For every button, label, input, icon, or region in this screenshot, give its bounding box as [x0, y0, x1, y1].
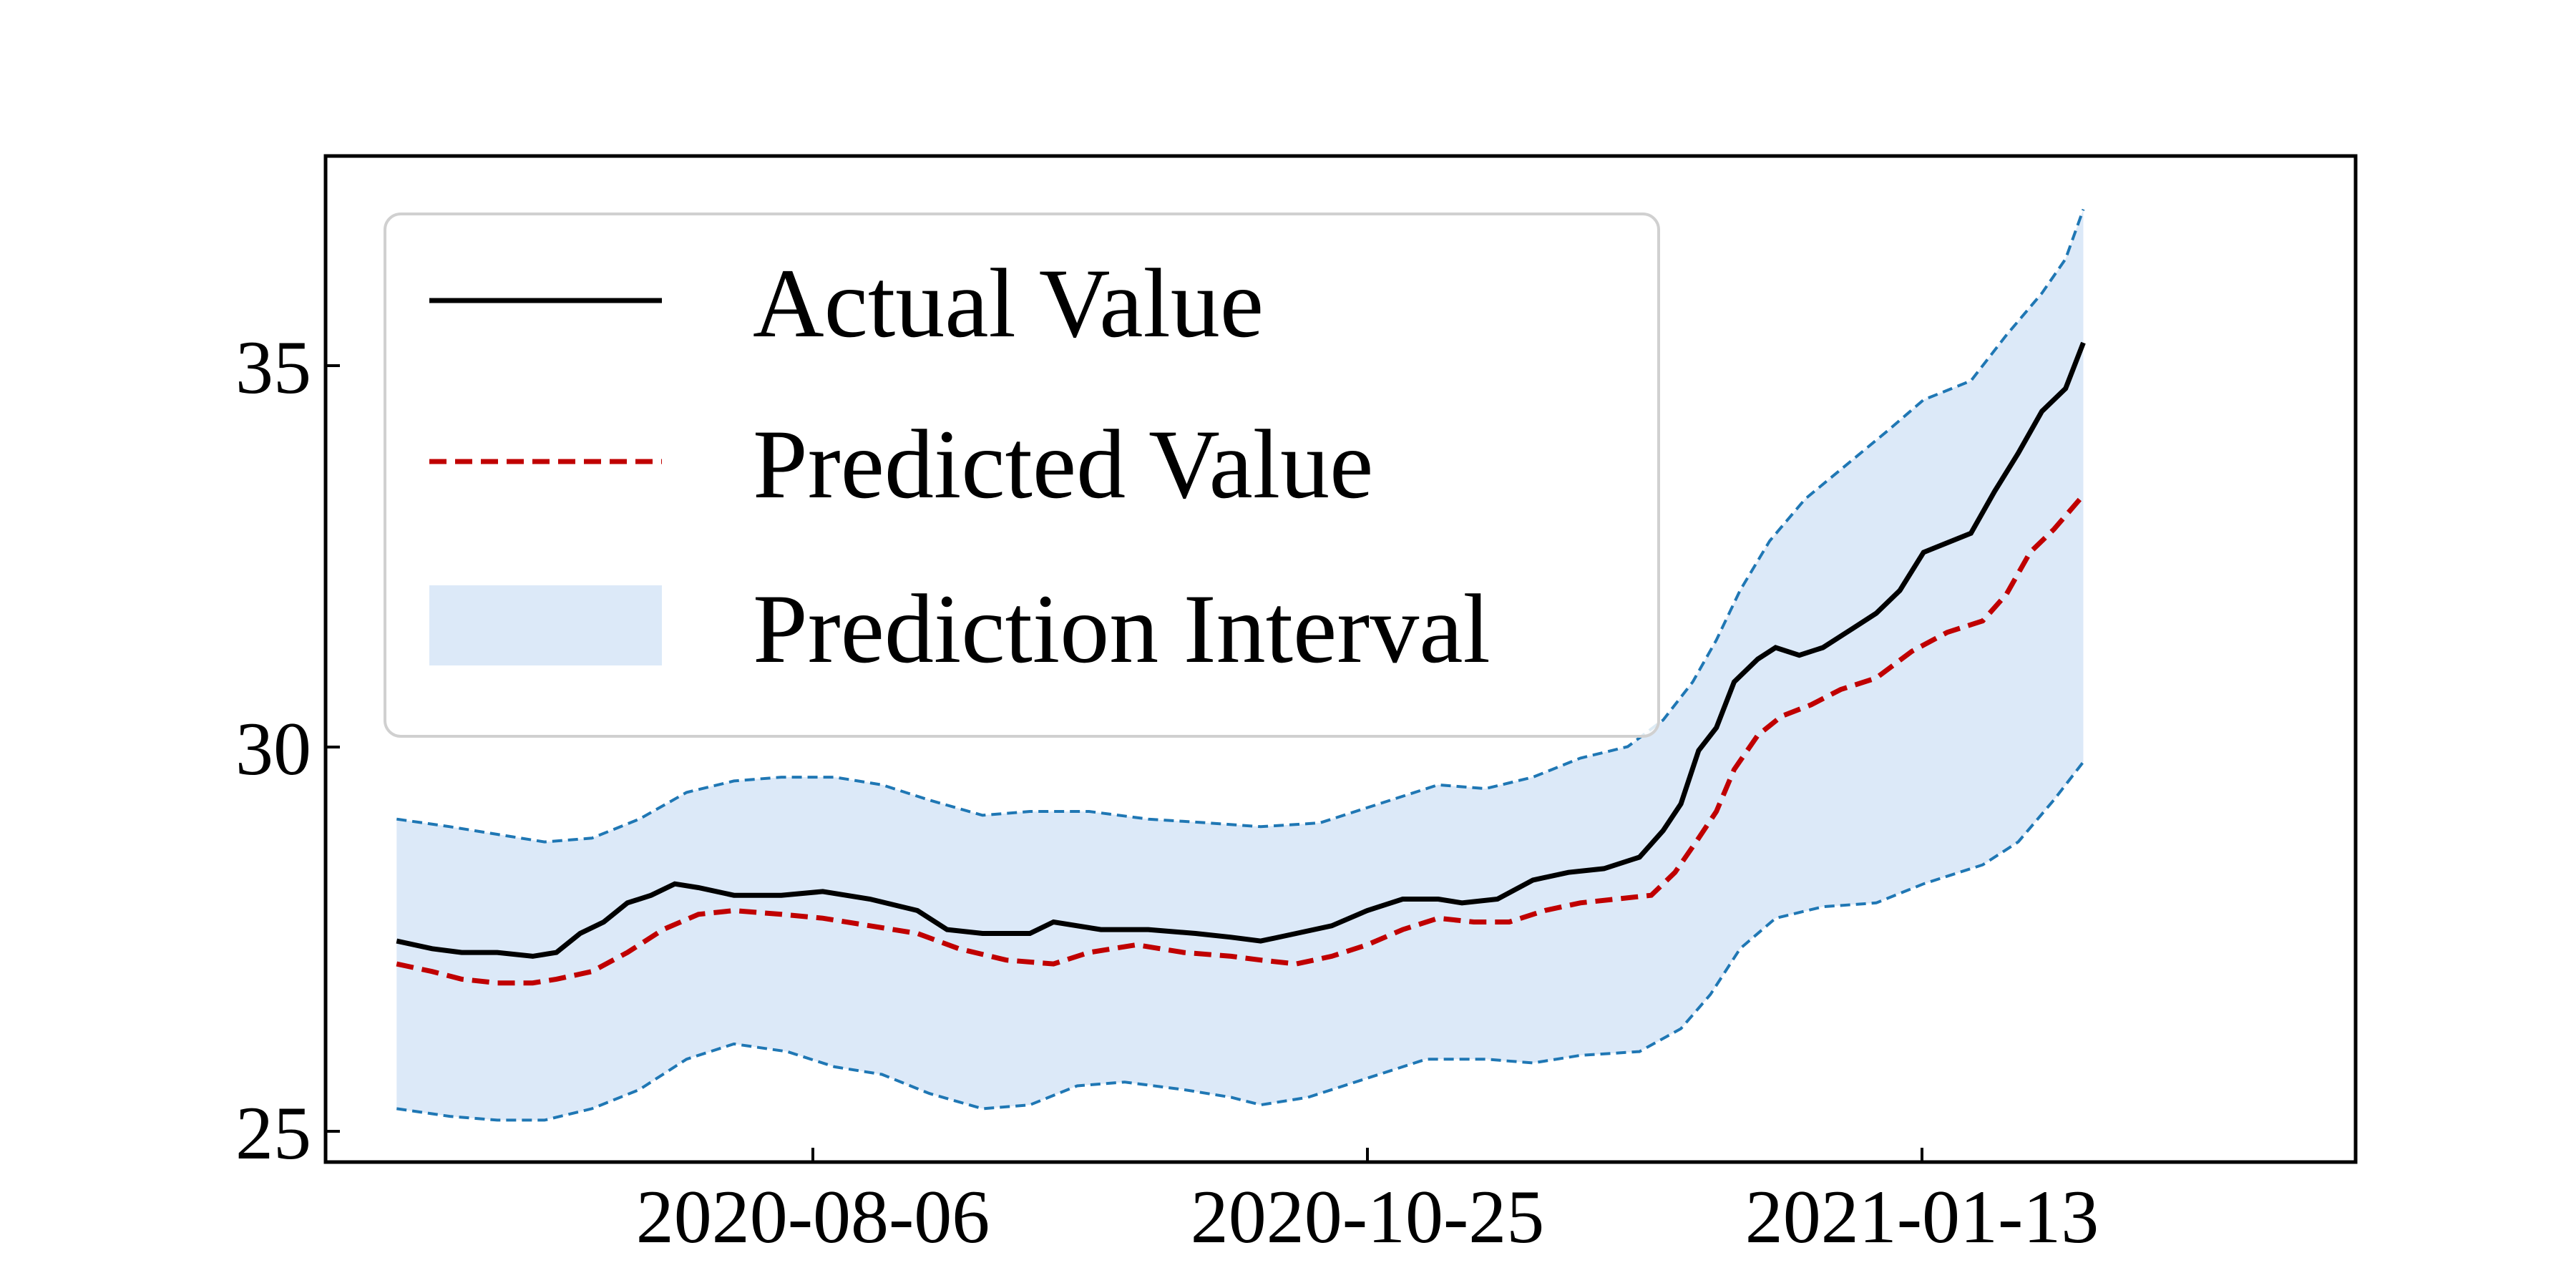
legend-label-predicted: Predicted Value: [753, 409, 1373, 519]
prediction-interval-lower-edge: [396, 761, 2085, 1122]
legend: Actual Value Predicted Value Prediction …: [384, 213, 1660, 738]
plot-frame: [323, 154, 2358, 1164]
x-tick-label: 2020-08-06: [636, 1175, 990, 1259]
legend-box: [384, 213, 1660, 738]
y-tick-label: 35: [235, 326, 311, 409]
prediction-interval-upper-edge: [396, 208, 2085, 844]
x-tick-label: 2021-01-13: [1745, 1175, 2099, 1259]
legend-label-interval: Prediction Interval: [753, 574, 1491, 683]
actual-value-line: [396, 341, 2086, 959]
x-axis: 2020-08-06 2020-10-25 2021-01-13: [636, 1148, 2099, 1259]
x-tick-label: 2020-10-25: [1191, 1175, 1545, 1259]
y-axis: 25 30 35: [235, 326, 340, 1175]
predicted-value-line: [396, 493, 2086, 986]
legend-label-actual: Actual Value: [753, 248, 1264, 358]
plot-area: [396, 208, 2086, 1122]
y-tick-label: 25: [235, 1091, 311, 1175]
y-tick-label: 30: [235, 707, 311, 791]
legend-swatch-interval: [429, 585, 662, 665]
